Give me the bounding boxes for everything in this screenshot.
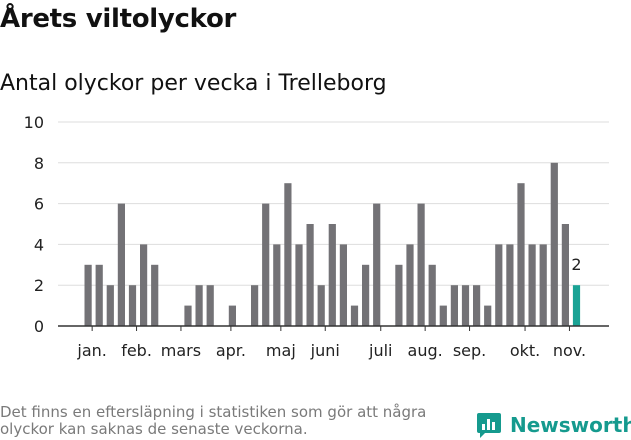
data-label: 2 [571, 255, 581, 274]
bar [395, 264, 403, 326]
bar [528, 244, 536, 326]
bar [406, 244, 414, 326]
y-tick-label: 10 [24, 113, 44, 132]
bar [484, 305, 492, 326]
bar-chart: 0 2 4 6 8 10 2 jan. feb. mars apr. maj juni juli aug. s… [24, 113, 609, 360]
bar-highlight [572, 285, 581, 326]
footnote: Det finns en eftersläpning i statistiken… [0, 403, 427, 438]
bar [506, 244, 514, 326]
x-tick-label: apr. [216, 341, 246, 360]
bar [539, 244, 547, 326]
x-tick-label: mars [161, 341, 201, 360]
x-tick-label: juli [368, 341, 392, 360]
bar [184, 305, 192, 326]
bar [550, 162, 558, 326]
bar [106, 285, 114, 326]
bar [206, 285, 214, 326]
bar [362, 264, 370, 326]
brand-name: Newsworthy [510, 413, 631, 437]
x-tick-label: aug. [408, 341, 443, 360]
bar [95, 264, 103, 326]
bar [128, 285, 137, 326]
bar [306, 224, 314, 326]
bar [151, 264, 159, 326]
bar [295, 244, 303, 326]
y-tick-label: 0 [34, 317, 44, 336]
bar [251, 285, 259, 326]
bar [140, 244, 148, 326]
x-tick-label: maj [266, 341, 296, 360]
bar [450, 285, 458, 326]
bar [561, 224, 569, 326]
x-tick-label: feb. [121, 341, 152, 360]
bar [273, 244, 281, 326]
bar [284, 183, 292, 326]
bar [439, 305, 447, 326]
bar [428, 264, 436, 326]
x-tick-label: nov. [553, 341, 586, 360]
bar [262, 203, 270, 326]
bar [117, 203, 125, 326]
chart-title: Årets viltolyckor [0, 4, 237, 34]
bar [373, 203, 381, 326]
x-tick-label: sep. [453, 341, 486, 360]
chart-subtitle: Antal olyckor per vecka i Trelleborg [0, 71, 387, 96]
bar [461, 285, 470, 326]
bar [195, 285, 203, 326]
x-tick-label: juni [310, 341, 340, 360]
newsworthy-logo-icon [477, 413, 501, 438]
bar [350, 305, 359, 326]
y-tick-label: 6 [34, 195, 44, 214]
bar [495, 244, 503, 326]
brand-logo[interactable]: Newsworthy [476, 410, 631, 440]
bar [84, 264, 92, 326]
bar [339, 244, 347, 326]
y-tick-label: 4 [34, 235, 44, 254]
bar [228, 305, 236, 326]
y-tick-label: 8 [34, 154, 44, 173]
bar [473, 285, 481, 326]
bar [417, 203, 425, 326]
bar [317, 285, 325, 326]
x-tick-label: jan. [76, 341, 106, 360]
y-tick-label: 2 [34, 276, 44, 295]
x-tick-label: okt. [510, 341, 540, 360]
bar [328, 224, 336, 326]
bar [517, 183, 525, 326]
